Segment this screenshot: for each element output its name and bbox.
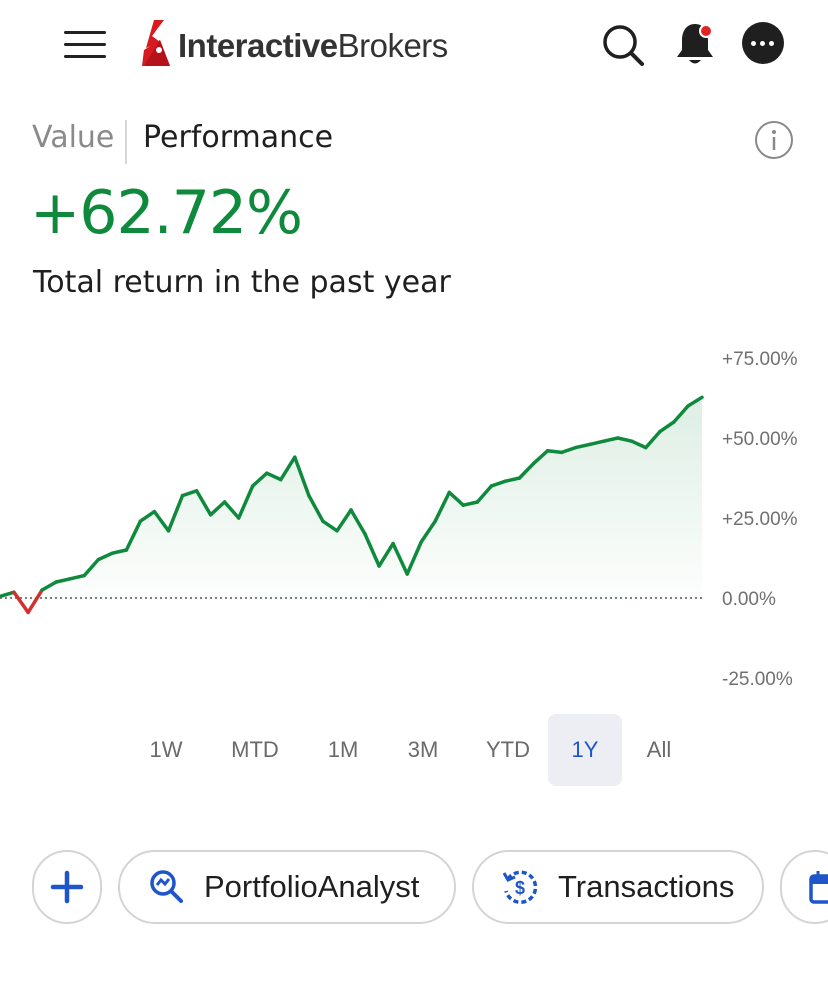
chart-line-segment [250, 471, 269, 488]
chart-line-segment [377, 541, 395, 568]
chart-line-segment [363, 532, 381, 568]
chart-line-segment [559, 445, 578, 455]
chart-line-segment [40, 580, 58, 592]
y-tick-label: +25.00% [722, 509, 798, 530]
chart-line-segment [124, 519, 143, 552]
chart-line-segment [321, 519, 339, 533]
chart-line-segment [82, 557, 101, 578]
range-1w[interactable]: 1W [149, 737, 183, 762]
chart-line-segment [601, 436, 620, 443]
dollar-history-icon: $ [502, 870, 538, 904]
chart-line-segment [110, 548, 129, 555]
calendar-button[interactable] [780, 850, 828, 924]
chart-line-segment [616, 436, 634, 443]
chart-line-segment [12, 590, 30, 615]
chart-line-segment [658, 420, 676, 434]
plus-icon [50, 870, 84, 904]
chart-line-segment [573, 442, 592, 450]
chart-line-segment [307, 493, 325, 523]
chart-line-segment [180, 489, 199, 498]
chart-line-segment [672, 404, 690, 424]
total-return-value: +62.72% [30, 178, 303, 248]
chart-line-segment [545, 449, 564, 455]
range-3m[interactable]: 3M [407, 737, 439, 762]
chart-line-segment [265, 471, 283, 482]
chart-line-segment [96, 551, 115, 562]
notification-dot [701, 26, 711, 36]
chart-line-segment [587, 439, 606, 447]
chart-area-fill [0, 397, 702, 613]
chart-line-segment [503, 476, 522, 483]
chart-line-segment [686, 395, 704, 408]
svg-text:$: $ [515, 878, 525, 898]
transactions-button[interactable]: $ Transactions [472, 850, 764, 924]
portfolio-analyst-label: PortfolioAnalyst [204, 869, 420, 904]
y-tick-label: +50.00% [722, 429, 798, 450]
chart-line-segment [405, 540, 423, 576]
chart-line-segment [68, 573, 86, 581]
range-1y[interactable]: 1Y [548, 714, 622, 786]
range-1m[interactable]: 1M [327, 737, 359, 762]
chart-line-segment [54, 577, 72, 584]
tab-performance[interactable]: Performance [143, 120, 334, 155]
transactions-label: Transactions [558, 869, 735, 904]
y-tick-label: +75.00% [722, 349, 798, 370]
chart-line-segment [461, 500, 480, 507]
chart-line-segment [447, 490, 466, 507]
y-tick-label: -25.00% [722, 669, 793, 690]
chart-line-segment [26, 588, 44, 615]
chart-line-segment [349, 508, 367, 536]
chart-line-segment [630, 439, 648, 450]
add-button[interactable] [32, 850, 102, 924]
brand-name: InteractiveBrokers [178, 27, 448, 64]
chart-line-segment [644, 429, 662, 450]
chart-line-segment [489, 479, 508, 488]
chart-line-segment [335, 508, 353, 533]
chart-line-segment [194, 489, 213, 517]
total-return-caption: Total return in the past year [33, 265, 451, 300]
bell-icon[interactable] [672, 20, 718, 68]
chart-line-segment [236, 484, 255, 520]
chart-line-segment [279, 455, 297, 482]
range-selector: 1W MTD 1M 3M YTD 1Y All [130, 714, 696, 786]
chart-line-segment [222, 500, 241, 520]
chart-line-segment [419, 519, 437, 544]
range-mtd[interactable]: MTD [231, 737, 279, 762]
chart-line-segment [293, 455, 311, 498]
y-tick-label: 0.00% [722, 589, 776, 610]
portfolio-analyst-button[interactable]: PortfolioAnalyst [118, 850, 456, 924]
tab-divider [125, 120, 127, 164]
chart-line-segment [433, 490, 452, 523]
info-icon[interactable] [754, 120, 794, 160]
chart-line-segment [391, 541, 409, 576]
chart-line-segment [166, 493, 185, 533]
more-icon[interactable] [742, 22, 784, 64]
analyst-search-icon [150, 870, 183, 903]
tab-value[interactable]: Value [32, 120, 115, 155]
range-ytd[interactable]: YTD [486, 737, 530, 762]
brand-mark-icon [142, 20, 170, 66]
chart-line-segment [152, 509, 171, 533]
chart-line-segment [0, 590, 16, 599]
range-all[interactable]: All [646, 737, 672, 762]
chart-line-segment [475, 484, 494, 504]
brand-logo: InteractiveBrokers [142, 20, 448, 72]
chart-line-segment [517, 461, 536, 480]
chart-line-segment [531, 449, 550, 466]
search-icon[interactable] [600, 22, 646, 68]
performance-chart[interactable]: +75.00% +50.00% +25.00% 0.00% -25.00% [0, 330, 828, 710]
chart-line-segment [208, 500, 227, 517]
chart-line-segment [138, 509, 157, 523]
menu-icon[interactable] [62, 28, 108, 62]
calendar-icon [809, 871, 828, 904]
